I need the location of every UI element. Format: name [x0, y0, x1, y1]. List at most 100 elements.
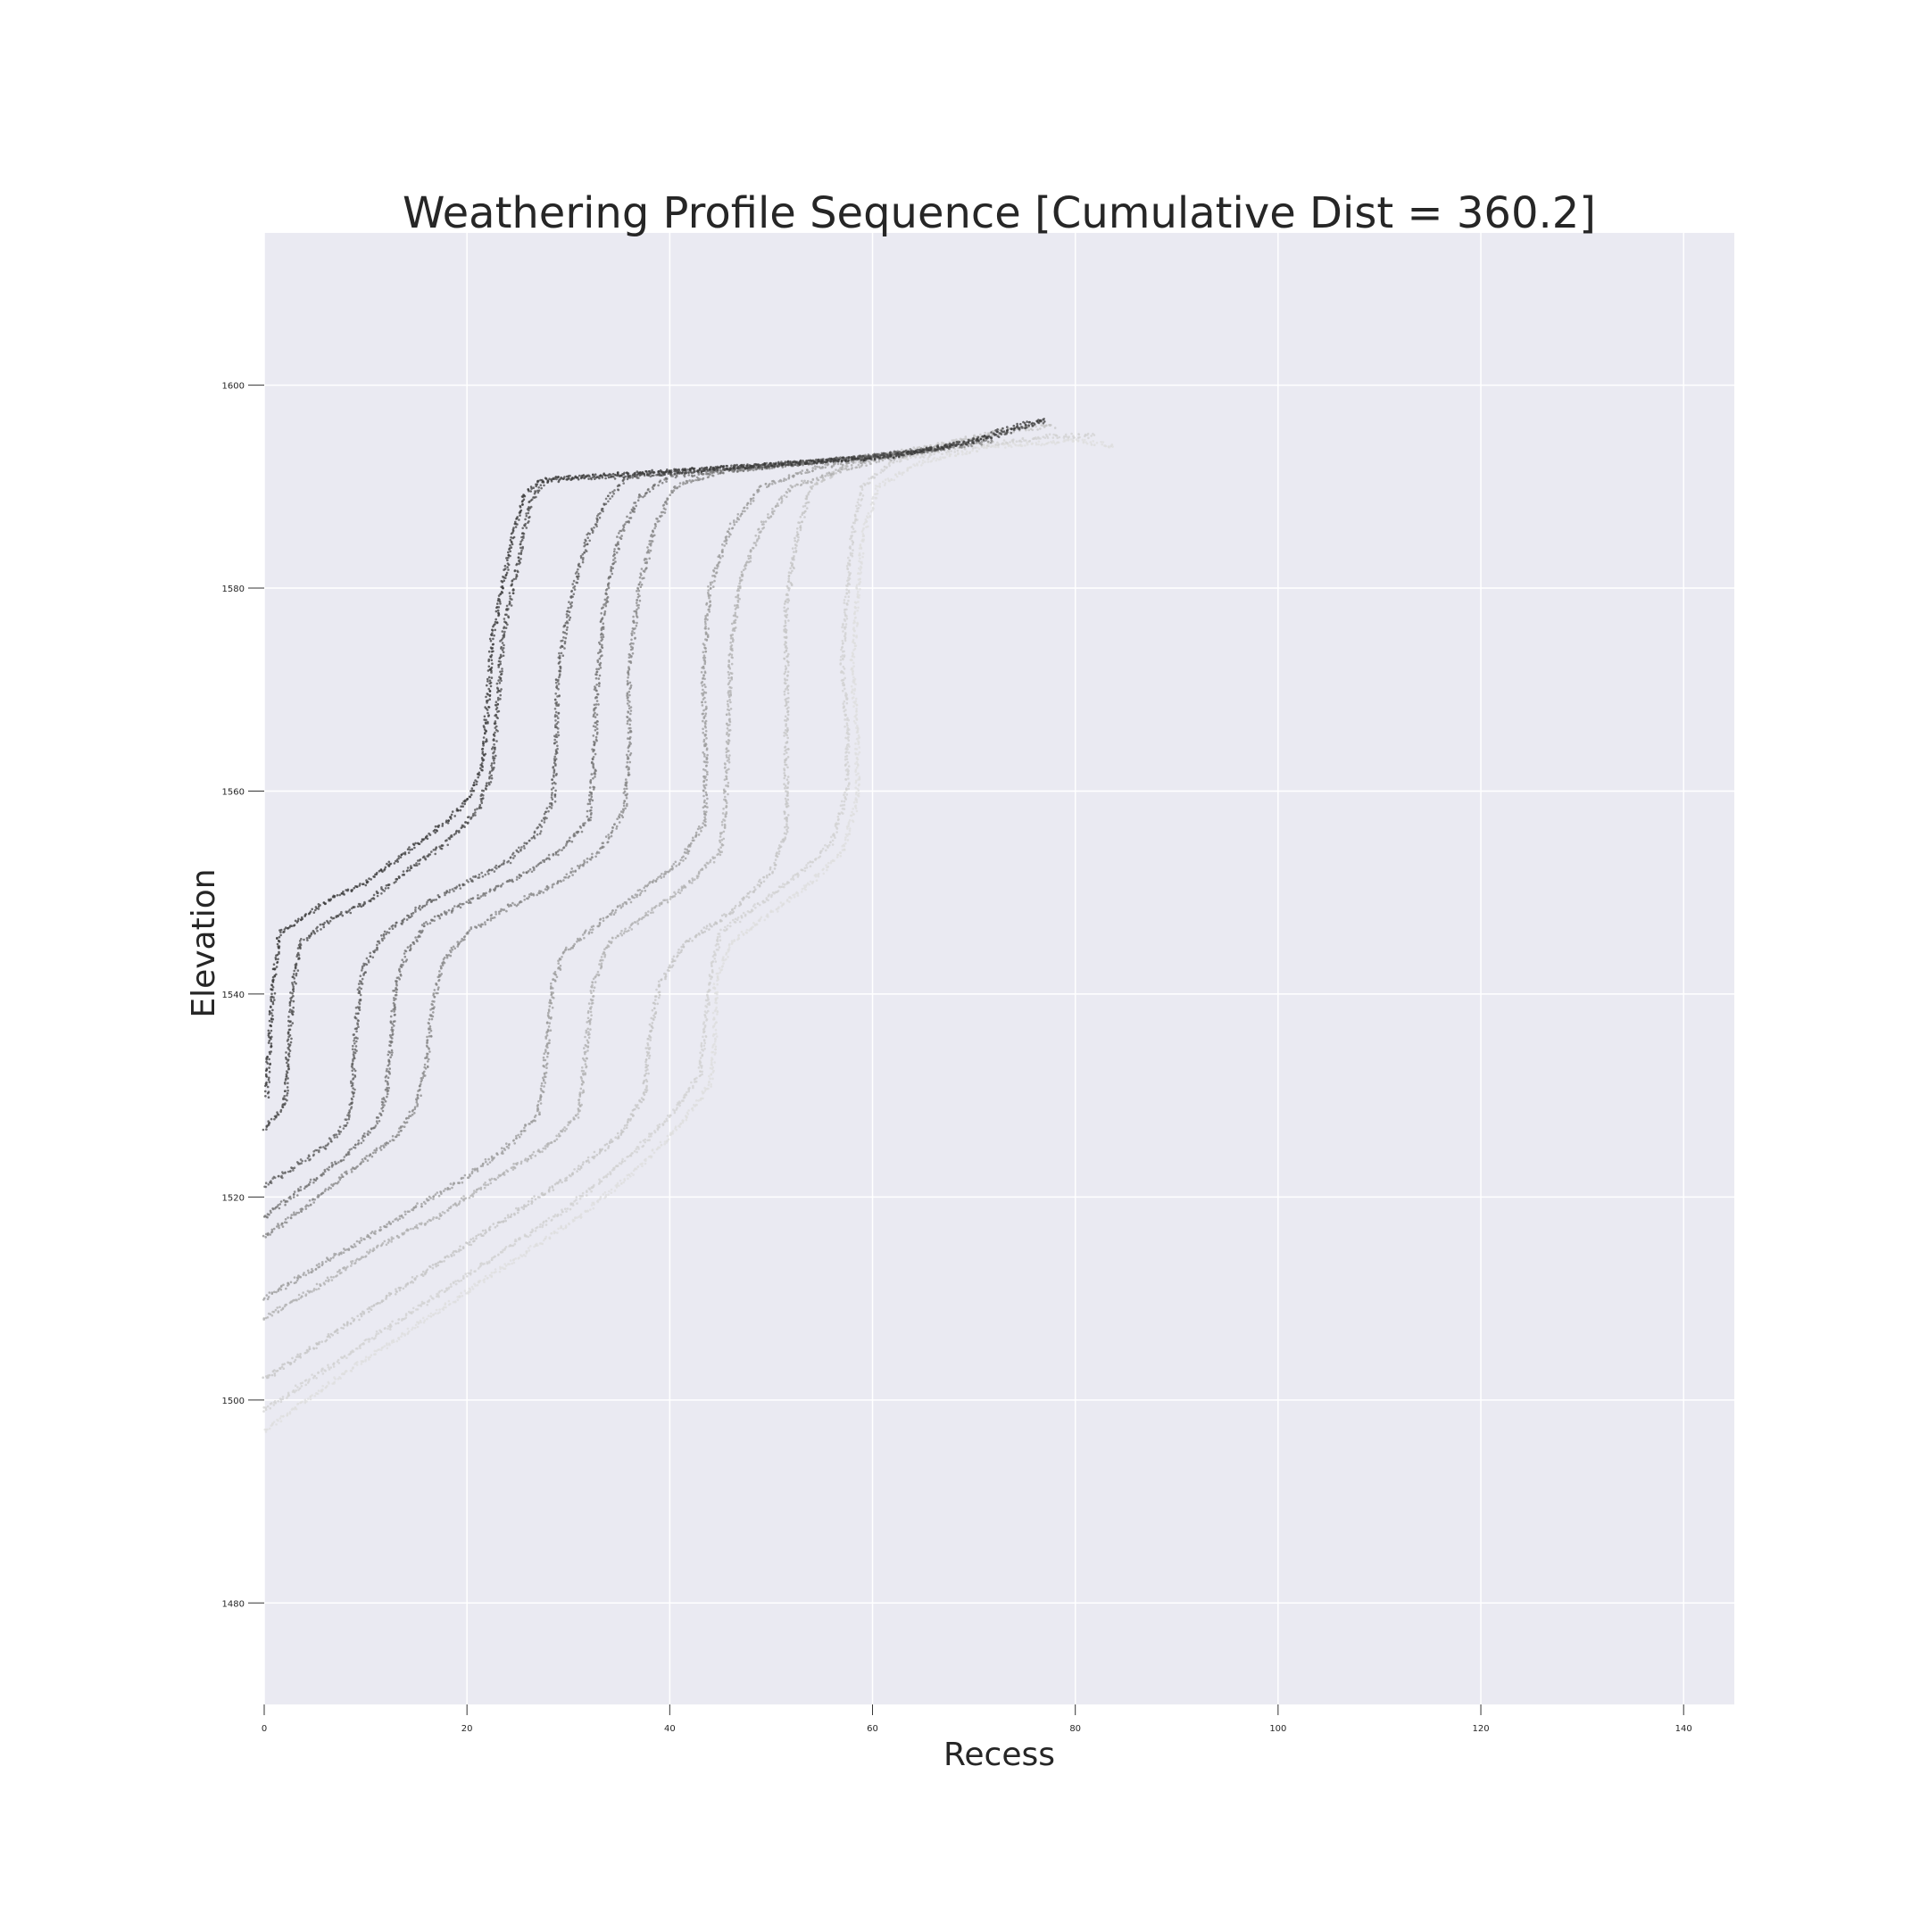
- data-point: [783, 734, 785, 737]
- data-point: [525, 1124, 528, 1126]
- data-point: [715, 998, 718, 1000]
- data-point: [726, 811, 728, 814]
- data-point: [719, 967, 721, 970]
- data-point: [702, 867, 704, 870]
- data-point: [874, 493, 877, 495]
- data-point: [559, 958, 561, 960]
- data-point: [448, 1304, 451, 1306]
- data-point: [667, 901, 669, 904]
- data-point: [350, 1370, 353, 1372]
- data-point: [858, 746, 860, 749]
- data-point: [315, 1347, 318, 1350]
- data-point: [594, 986, 596, 989]
- data-point: [276, 1419, 278, 1422]
- data-point: [793, 555, 795, 558]
- data-point: [688, 880, 691, 883]
- data-point: [398, 1236, 401, 1239]
- data-point: [641, 890, 644, 892]
- data-point: [587, 1017, 590, 1020]
- data-point: [269, 1428, 271, 1430]
- data-point: [845, 763, 848, 766]
- data-point: [387, 1142, 390, 1145]
- data-point: [576, 1196, 578, 1198]
- data-point: [368, 1338, 370, 1340]
- data-point: [676, 1107, 678, 1109]
- data-point: [1073, 436, 1076, 439]
- data-point: [902, 471, 905, 474]
- data-point: [414, 1327, 417, 1330]
- data-point: [466, 1275, 469, 1278]
- data-point: [841, 670, 844, 673]
- data-point: [701, 826, 703, 829]
- data-point: [533, 1151, 536, 1154]
- data-point: [624, 1124, 627, 1127]
- data-point: [422, 1317, 425, 1320]
- data-point: [600, 1196, 602, 1198]
- data-point: [329, 1259, 332, 1262]
- data-point: [643, 1099, 645, 1101]
- data-point: [365, 1255, 368, 1257]
- data-point: [786, 900, 789, 902]
- data-point: [847, 557, 850, 560]
- data-point: [489, 1226, 492, 1229]
- data-point: [376, 1331, 378, 1333]
- data-point: [601, 956, 603, 958]
- data-point: [352, 1367, 354, 1370]
- data-point: [705, 737, 708, 740]
- data-point: [426, 1055, 428, 1057]
- data-point: [1092, 433, 1094, 435]
- data-point: [309, 1199, 312, 1202]
- data-point: [589, 929, 592, 932]
- data-point: [262, 1410, 265, 1413]
- data-point: [590, 1011, 593, 1014]
- data-point: [378, 1348, 381, 1351]
- data-point: [329, 1187, 332, 1190]
- data-point: [750, 502, 752, 505]
- data-point: [554, 1214, 557, 1216]
- data-point: [944, 456, 947, 459]
- data-point: [787, 692, 790, 695]
- data-point: [511, 1214, 513, 1216]
- data-point: [361, 1240, 363, 1242]
- data-point: [734, 524, 736, 527]
- data-point: [647, 1047, 650, 1049]
- data-point: [1014, 444, 1017, 446]
- data-point: [333, 1362, 336, 1364]
- data-point: [885, 482, 887, 485]
- data-point: [405, 1117, 408, 1120]
- data-point: [651, 909, 653, 912]
- data-point: [855, 797, 858, 800]
- data-point: [552, 1007, 554, 1009]
- data-point: [857, 737, 860, 740]
- data-point: [1038, 440, 1041, 443]
- data-point: [697, 875, 700, 878]
- data-point: [515, 1135, 518, 1138]
- data-point: [655, 989, 658, 991]
- data-point: [366, 1251, 369, 1254]
- data-point: [1031, 429, 1034, 432]
- data-point: [717, 938, 719, 941]
- data-point: [847, 568, 850, 570]
- data-point: [533, 1195, 536, 1198]
- data-point: [446, 1255, 449, 1257]
- data-point: [710, 1067, 712, 1070]
- data-point: [545, 1072, 548, 1074]
- data-point: [737, 588, 740, 591]
- data-point: [590, 990, 593, 992]
- data-point: [343, 1323, 345, 1326]
- data-point: [402, 1318, 404, 1321]
- data-point: [545, 1066, 548, 1069]
- data-point: [844, 792, 846, 794]
- data-point: [506, 1146, 509, 1148]
- data-point: [842, 464, 844, 467]
- data-point: [393, 1140, 395, 1142]
- data-point: [582, 933, 585, 936]
- data-point: [557, 1182, 560, 1185]
- data-point: [692, 837, 694, 840]
- data-point: [707, 585, 710, 588]
- data-point: [547, 1143, 550, 1146]
- data-point: [403, 1125, 406, 1128]
- data-point: [809, 491, 811, 493]
- data-point: [760, 882, 762, 884]
- data-point: [676, 1129, 678, 1132]
